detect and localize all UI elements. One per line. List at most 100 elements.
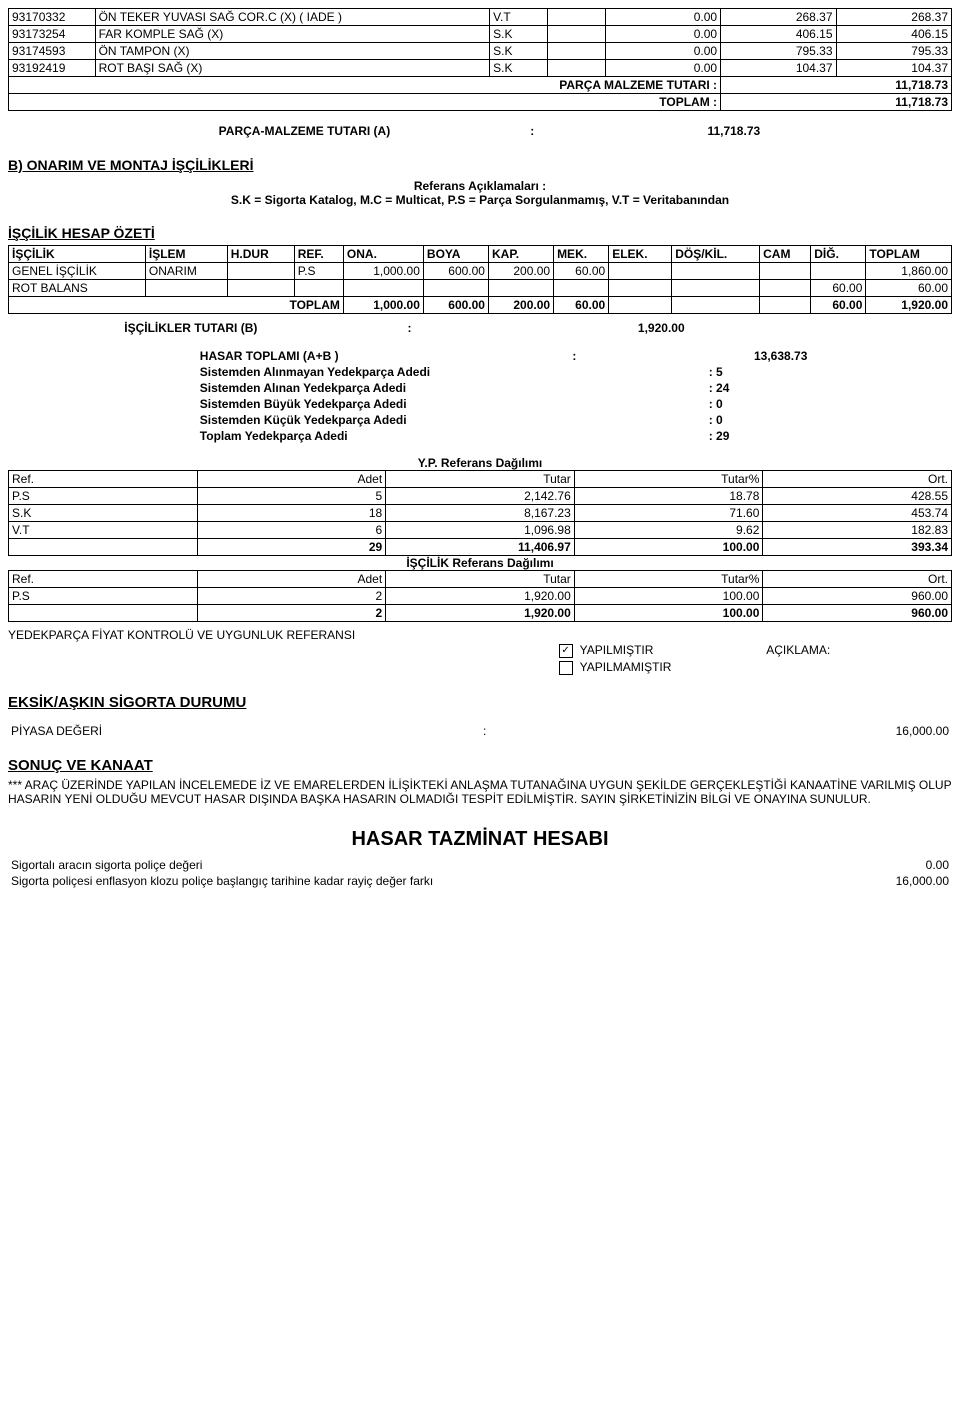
table-cell: 600.00 bbox=[423, 263, 488, 280]
aciklama-label: AÇIKLAMA: bbox=[763, 642, 952, 659]
table-cell: 0.00 bbox=[605, 26, 720, 43]
bottom-row: Sigorta poliçesi enflasyon klozu poliçe … bbox=[8, 873, 952, 889]
table-row: S.K188,167.2371.60453.74 bbox=[9, 505, 952, 522]
table-cell: ONARIM bbox=[145, 263, 227, 280]
table-cell: 93174593 bbox=[9, 43, 96, 60]
table-cell: 60.00 bbox=[554, 263, 609, 280]
table-cell bbox=[343, 280, 423, 297]
hasar-title: HASAR TAZMİNAT HESABI bbox=[8, 828, 952, 851]
hasar-toplami-label: HASAR TOPLAMI (A+B ) bbox=[197, 348, 527, 364]
table-cell: 5 bbox=[197, 488, 386, 505]
hasar-toplami: HASAR TOPLAMI (A+B ) : 13,638.73 bbox=[8, 348, 952, 364]
table-cell: P.S bbox=[9, 488, 198, 505]
table-cell bbox=[609, 263, 672, 280]
table-row: GENEL İŞÇİLİKONARIMP.S1,000.00600.00200.… bbox=[9, 263, 952, 280]
table-cell: 393.34 bbox=[763, 539, 952, 556]
table-header: Ort. bbox=[763, 471, 952, 488]
table-cell bbox=[609, 297, 672, 314]
table-row: 93170332ÖN TEKER YUVASI SAĞ COR.C (X) ( … bbox=[9, 9, 952, 26]
table-header: Adet bbox=[197, 571, 386, 588]
table-cell: 6 bbox=[197, 522, 386, 539]
table-cell: 268.37 bbox=[721, 9, 836, 26]
table-cell: S.K bbox=[490, 26, 548, 43]
table-header: BOYA bbox=[423, 246, 488, 263]
table-header: Ref. bbox=[9, 471, 198, 488]
table-cell: 93170332 bbox=[9, 9, 96, 26]
stat-row: Sistemden Büyük Yedekparça Adedi: 0 bbox=[197, 396, 763, 412]
table-cell: S.K bbox=[490, 43, 548, 60]
table-cell bbox=[227, 280, 294, 297]
ref-title: Referans Açıklamaları : bbox=[8, 179, 952, 193]
sonuc-text: *** ARAÇ ÜZERİNDE YAPILAN İNCELEMEDE İZ … bbox=[8, 778, 952, 806]
table-header: H.DUR bbox=[227, 246, 294, 263]
checkbox-yapilmistir[interactable]: ✓ bbox=[559, 644, 573, 658]
table-cell: 406.15 bbox=[721, 26, 836, 43]
table-cell: 11,406.97 bbox=[386, 539, 575, 556]
bottom-row: Sigortalı aracın sigorta poliçe değeri0.… bbox=[8, 857, 952, 873]
table-row: ROT BALANS60.0060.00 bbox=[9, 280, 952, 297]
table-cell: P.S bbox=[9, 588, 198, 605]
table-header: DÖŞ/KİL. bbox=[672, 246, 760, 263]
part-total-a-value: 11,718.73 bbox=[622, 123, 764, 139]
table-header: Ref. bbox=[9, 571, 198, 588]
table-cell: V.T bbox=[9, 522, 198, 539]
stat-value: : 0 bbox=[706, 396, 763, 412]
table-cell: 1,920.00 bbox=[866, 297, 952, 314]
stat-label: Toplam Yedekparça Adedi bbox=[197, 428, 706, 444]
chk2-label: YAPILMAMIŞTIR bbox=[580, 660, 672, 674]
table-cell: GENEL İŞÇİLİK bbox=[9, 263, 146, 280]
parts-toplam-label: TOPLAM : bbox=[9, 94, 721, 111]
table-cell: 18 bbox=[197, 505, 386, 522]
table-row: P.S21,920.00100.00960.00 bbox=[9, 588, 952, 605]
stat-row: Sistemden Alınmayan Yedekparça Adedi: 5 bbox=[197, 364, 763, 380]
piyasa-value: 16,000.00 bbox=[669, 723, 952, 739]
table-cell: S.K bbox=[490, 60, 548, 77]
table-cell bbox=[672, 280, 760, 297]
iscilik-title: İŞÇİLİK HESAP ÖZETİ bbox=[8, 225, 952, 241]
stat-row: Toplam Yedekparça Adedi: 29 bbox=[197, 428, 763, 444]
table-cell bbox=[760, 263, 811, 280]
table-cell: 18.78 bbox=[574, 488, 763, 505]
table-cell: 60.00 bbox=[866, 280, 952, 297]
table-header: TOPLAM bbox=[866, 246, 952, 263]
table-cell: 960.00 bbox=[763, 605, 952, 622]
stat-value: : 29 bbox=[706, 428, 763, 444]
stat-value: : 24 bbox=[706, 380, 763, 396]
table-cell bbox=[423, 280, 488, 297]
checkbox-yapilmamistir[interactable] bbox=[559, 661, 573, 675]
table-cell: 2,142.76 bbox=[386, 488, 575, 505]
bottom-value: 0.00 bbox=[716, 857, 952, 873]
iscilik-b-label: İŞÇİLİKLER TUTARI (B) bbox=[121, 320, 404, 336]
chk1-label: YAPILMIŞTIR bbox=[580, 643, 654, 657]
part-total-a-label: PARÇA-MALZEME TUTARI (A) bbox=[216, 123, 528, 139]
table-cell bbox=[294, 280, 343, 297]
table-cell bbox=[227, 263, 294, 280]
hasar-toplami-value: 13,638.73 bbox=[622, 348, 811, 364]
table-cell bbox=[672, 297, 760, 314]
table-header: KAP. bbox=[488, 246, 553, 263]
bottom-table: Sigortalı aracın sigorta poliçe değeri0.… bbox=[8, 857, 952, 889]
stat-row: Sistemden Alınan Yedekparça Adedi: 24 bbox=[197, 380, 763, 396]
table-header: İŞÇİLİK bbox=[9, 246, 146, 263]
table-cell bbox=[9, 539, 198, 556]
table-cell: ÖN TEKER YUVASI SAĞ COR.C (X) ( IADE ) bbox=[95, 9, 490, 26]
table-cell bbox=[609, 280, 672, 297]
table-cell: 1,920.00 bbox=[386, 588, 575, 605]
stat-value: : 0 bbox=[706, 412, 763, 428]
table-cell: 0.00 bbox=[605, 43, 720, 60]
iscilik-b: İŞÇİLİKLER TUTARI (B) : 1,920.00 bbox=[8, 320, 952, 336]
table-cell: 2 bbox=[197, 588, 386, 605]
table-cell: 200.00 bbox=[488, 297, 553, 314]
table-cell bbox=[547, 43, 605, 60]
bottom-label: Sigorta poliçesi enflasyon klozu poliçe … bbox=[8, 873, 716, 889]
table-header: MEK. bbox=[554, 246, 609, 263]
table-header: Tutar% bbox=[574, 571, 763, 588]
table-header: Ort. bbox=[763, 571, 952, 588]
table-cell: 9.62 bbox=[574, 522, 763, 539]
iscilik-b-sep: : bbox=[404, 320, 546, 336]
table-cell: 795.33 bbox=[721, 43, 836, 60]
eksik-title: EKSİK/AŞKIN SİGORTA DURUMU bbox=[8, 694, 952, 711]
table-row: 93192419ROT BAŞI SAĞ (X)S.K0.00104.37104… bbox=[9, 60, 952, 77]
section-b-title: B) ONARIM VE MONTAJ İŞÇİLİKLERİ bbox=[8, 157, 952, 173]
table-header: Adet bbox=[197, 471, 386, 488]
